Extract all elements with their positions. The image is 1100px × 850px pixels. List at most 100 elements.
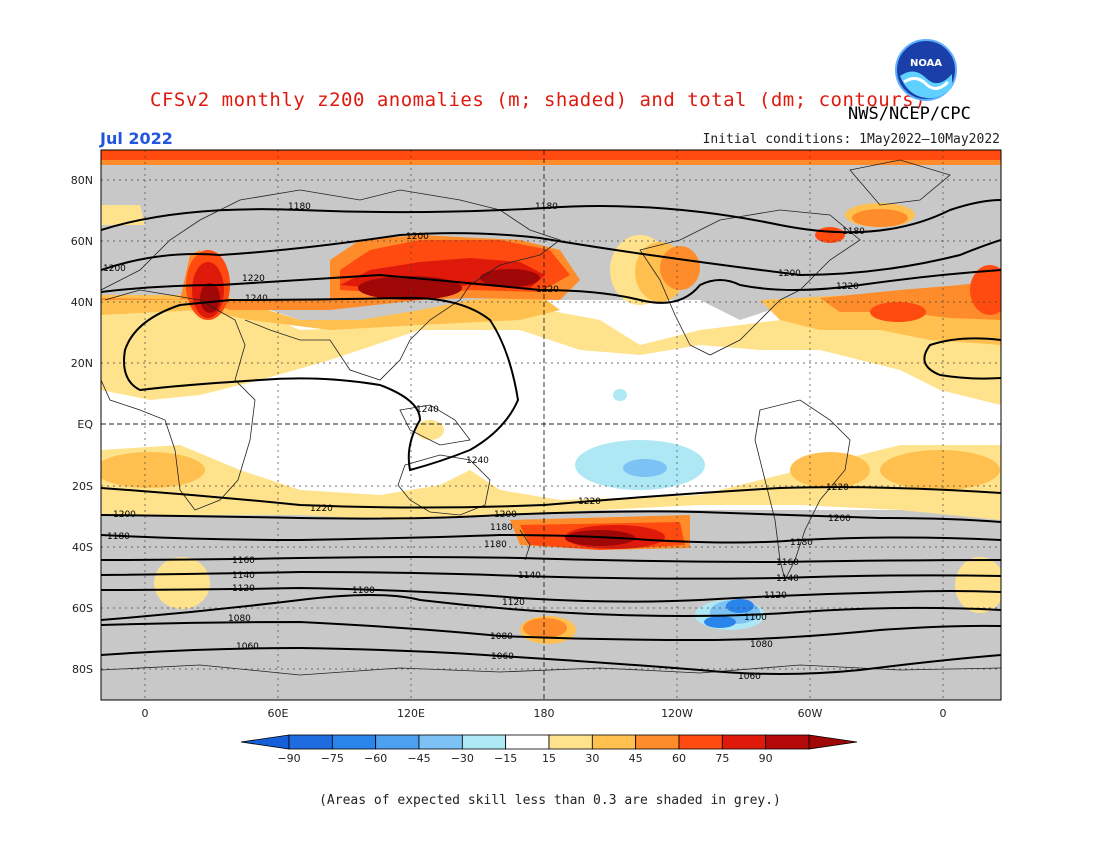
contour-label: 1180	[490, 523, 513, 533]
contour-label: 1140	[232, 571, 255, 581]
colorbar-segment	[461, 734, 507, 750]
colorbar-tick-label: 60	[672, 752, 686, 765]
contour-1200-north	[101, 232, 1001, 277]
colorbar-high-arrow	[808, 734, 858, 750]
contour-1180-north	[101, 199, 1001, 234]
contour-label: 1120	[502, 598, 525, 608]
lon-label: 120E	[397, 707, 425, 720]
coast-south-america	[754, 399, 851, 582]
colorbar-segment	[548, 734, 593, 750]
lat-label: 40S	[72, 541, 93, 554]
equator-dateline	[101, 150, 1001, 700]
lon-label: 0	[142, 707, 149, 720]
latitude-labels: 80N 60N 40N 20N EQ 20S 40S 60S 80S	[71, 174, 94, 676]
contour-label: 1160	[776, 558, 799, 568]
lat-label: 60N	[71, 235, 93, 248]
contour-label: 1200	[113, 510, 136, 520]
coastlines	[101, 159, 1001, 676]
contour-label: 1200	[103, 264, 126, 274]
contour-label: 1140	[776, 574, 799, 584]
lat-label: 20S	[72, 480, 93, 493]
colorbar-tick-label: −45	[407, 752, 430, 765]
colorbar-tick-label: 90	[759, 752, 773, 765]
colorbar-tick-label: −15	[494, 752, 517, 765]
colorbar-tick-label: 30	[585, 752, 599, 765]
colorbar-tick-label: 75	[715, 752, 729, 765]
colorbar-segment	[418, 734, 463, 750]
lon-label: 0	[940, 707, 947, 720]
contour-1120	[101, 586, 1001, 603]
contour-label: 1220	[242, 274, 265, 284]
contour-label: 1200	[778, 269, 801, 279]
lon-label: 60E	[268, 707, 289, 720]
map-panel: 1180 1180 1180 1200 1200 1200 1220 1220 …	[101, 150, 1001, 700]
colorbar-tick-label: 15	[542, 752, 556, 765]
contour-label: 1180	[288, 202, 311, 212]
colorbar-segment	[331, 734, 377, 750]
contour-1180-south	[101, 533, 1001, 544]
lon-label: 180	[534, 707, 555, 720]
forecast-month: Jul 2022	[100, 129, 173, 148]
colorbar-segment	[591, 734, 637, 750]
colorbar-tick-label: −60	[364, 752, 387, 765]
contour-label: 1220	[536, 285, 559, 295]
contour-label: 1220	[310, 504, 333, 514]
lat-label: 40N	[71, 296, 93, 309]
lon-label: 120W	[661, 707, 693, 720]
contour-1220-north	[101, 269, 1001, 304]
contour-label: 1200	[406, 232, 429, 242]
graticule	[101, 150, 1001, 700]
contour-label: 1180	[790, 538, 813, 548]
contour-label: 1200	[494, 510, 517, 520]
coast-north-america	[639, 209, 861, 356]
contour-label: 1140	[518, 571, 541, 581]
colorbar-segment	[288, 734, 333, 750]
anomaly-yellow-bands	[101, 205, 1001, 613]
skill-footnote: (Areas of expected skill less than 0.3 a…	[319, 793, 781, 808]
agency-label: NWS/NCEP/CPC	[848, 104, 971, 124]
contour-label: 1200	[828, 514, 851, 524]
initial-conditions-label: Initial conditions: 1May2022–10May2022	[702, 132, 1000, 147]
colorbar-segment	[765, 734, 810, 750]
contour-label: 1080	[490, 632, 513, 642]
noaa-logo: NOAA	[895, 39, 957, 101]
colorbar-segment	[635, 734, 680, 750]
colorbar: −90 −75 −60 −45 −30 −15 15 30 45 60 75 90	[240, 734, 858, 765]
coast-eurasia	[101, 189, 561, 381]
contour-1140	[101, 570, 1001, 580]
map-title: CFSv2 monthly z200 anomalies (m; shaded)…	[150, 89, 927, 111]
contour-1100	[101, 594, 1001, 621]
colorbar-tick-label: −90	[277, 752, 300, 765]
contour-1060	[101, 646, 1001, 675]
contour-1240-ring	[123, 296, 520, 472]
contour-label: 1100	[352, 586, 375, 596]
contour-label: 1120	[764, 591, 787, 601]
colorbar-segment	[721, 734, 767, 750]
lat-label: 80S	[72, 663, 93, 676]
skill-mask	[101, 150, 1001, 700]
coast-greenland	[849, 159, 951, 206]
contour-1240-east	[923, 337, 1001, 380]
height-contours	[101, 199, 1001, 675]
contour-labels: 1180 1180 1180 1200 1200 1200 1220 1220 …	[103, 202, 865, 682]
contour-label: 1060	[738, 672, 761, 682]
contour-label: 1240	[466, 456, 489, 466]
lat-label: 80N	[71, 174, 93, 187]
colorbar-low-arrow	[240, 734, 290, 750]
contour-1080	[101, 620, 1001, 642]
map-frame	[100, 149, 1002, 701]
contour-label: 1100	[744, 613, 767, 623]
contour-1220-south	[101, 486, 1001, 509]
colorbar-segment	[505, 734, 550, 750]
coast-australia	[397, 454, 491, 516]
lat-label: 60S	[72, 602, 93, 615]
contour-label: 1180	[484, 540, 507, 550]
anomaly-dark-red	[200, 269, 635, 546]
anomaly-negative-strong	[704, 599, 754, 628]
colorbar-segment	[375, 734, 420, 750]
contour-label: 1060	[236, 642, 259, 652]
colorbar-tick-label: 45	[629, 752, 643, 765]
contour-1200-south	[101, 510, 1001, 523]
coast-maritime-continent	[399, 404, 471, 446]
